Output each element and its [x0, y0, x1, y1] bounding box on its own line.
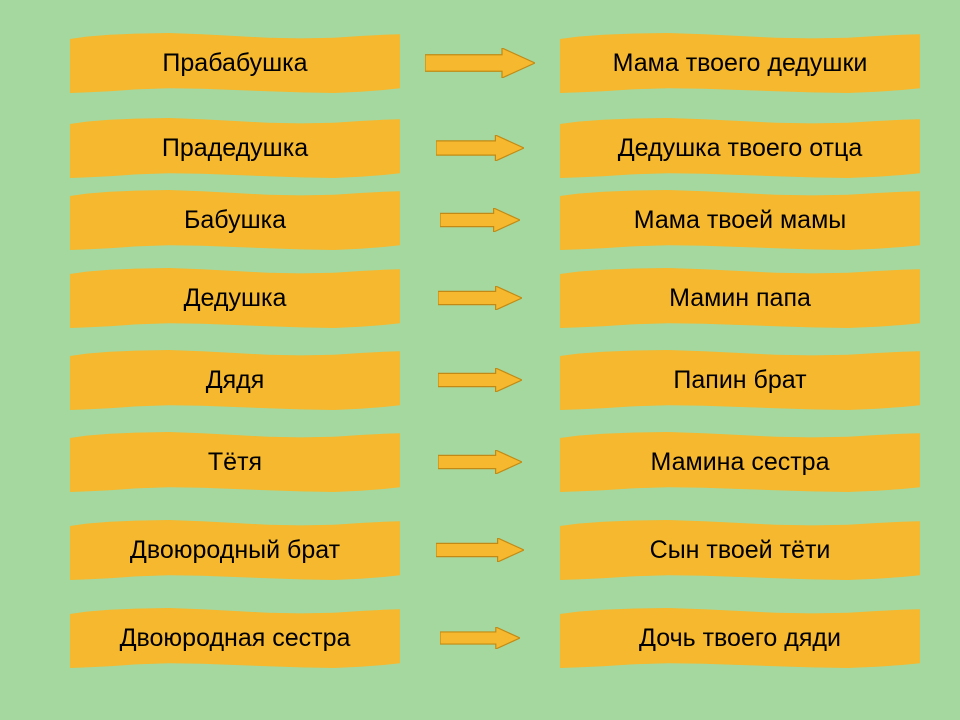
definition-label-0: Мама твоего дедушки: [613, 49, 868, 78]
definition-box-3: Мамин папа: [560, 268, 920, 328]
arrow-icon-4: [410, 350, 550, 410]
definition-box-0: Мама твоего дедушки: [560, 33, 920, 93]
term-label-5: Тётя: [208, 448, 262, 477]
row-4: Дядя Папин брат: [0, 350, 960, 410]
arrow-icon-6: [410, 520, 550, 580]
term-box-0: Прабабушка: [70, 33, 400, 93]
row-0: Прабабушка Мама твоего дедушки: [0, 33, 960, 93]
row-5: Тётя Мамина сестра: [0, 432, 960, 492]
term-box-5: Тётя: [70, 432, 400, 492]
definition-box-2: Мама твоей мамы: [560, 190, 920, 250]
arrow-icon-2: [410, 190, 550, 250]
term-box-1: Прадедушка: [70, 118, 400, 178]
term-label-3: Дедушка: [184, 284, 287, 313]
term-box-7: Двоюродная сестра: [70, 608, 400, 668]
term-label-2: Бабушка: [184, 206, 286, 235]
arrow-icon-1: [410, 118, 550, 178]
row-1: Прадедушка Дедушка твоего отца: [0, 118, 960, 178]
definition-label-3: Мамин папа: [669, 284, 811, 313]
row-3: Дедушка Мамин папа: [0, 268, 960, 328]
row-2: Бабушка Мама твоей мамы: [0, 190, 960, 250]
term-label-1: Прадедушка: [162, 134, 308, 163]
term-label-6: Двоюродный брат: [130, 536, 340, 565]
term-label-4: Дядя: [206, 366, 265, 395]
definition-box-6: Сын твоей тёти: [560, 520, 920, 580]
row-7: Двоюродная сестра Дочь твоего дяди: [0, 608, 960, 668]
definition-box-5: Мамина сестра: [560, 432, 920, 492]
definition-label-1: Дедушка твоего отца: [618, 134, 862, 163]
definition-label-5: Мамина сестра: [651, 448, 830, 477]
arrow-icon-5: [410, 432, 550, 492]
definition-label-7: Дочь твоего дяди: [639, 624, 841, 653]
term-box-2: Бабушка: [70, 190, 400, 250]
definition-box-4: Папин брат: [560, 350, 920, 410]
definition-box-7: Дочь твоего дяди: [560, 608, 920, 668]
term-box-4: Дядя: [70, 350, 400, 410]
definition-label-6: Сын твоей тёти: [650, 536, 831, 565]
definition-label-2: Мама твоей мамы: [634, 206, 846, 235]
definition-box-1: Дедушка твоего отца: [560, 118, 920, 178]
term-box-3: Дедушка: [70, 268, 400, 328]
arrow-icon-3: [410, 268, 550, 328]
row-6: Двоюродный брат Сын твоей тёти: [0, 520, 960, 580]
term-label-0: Прабабушка: [162, 49, 307, 78]
term-box-6: Двоюродный брат: [70, 520, 400, 580]
arrow-icon-7: [410, 608, 550, 668]
arrow-icon-0: [410, 33, 550, 93]
definition-label-4: Папин брат: [673, 366, 806, 395]
term-label-7: Двоюродная сестра: [120, 624, 351, 653]
